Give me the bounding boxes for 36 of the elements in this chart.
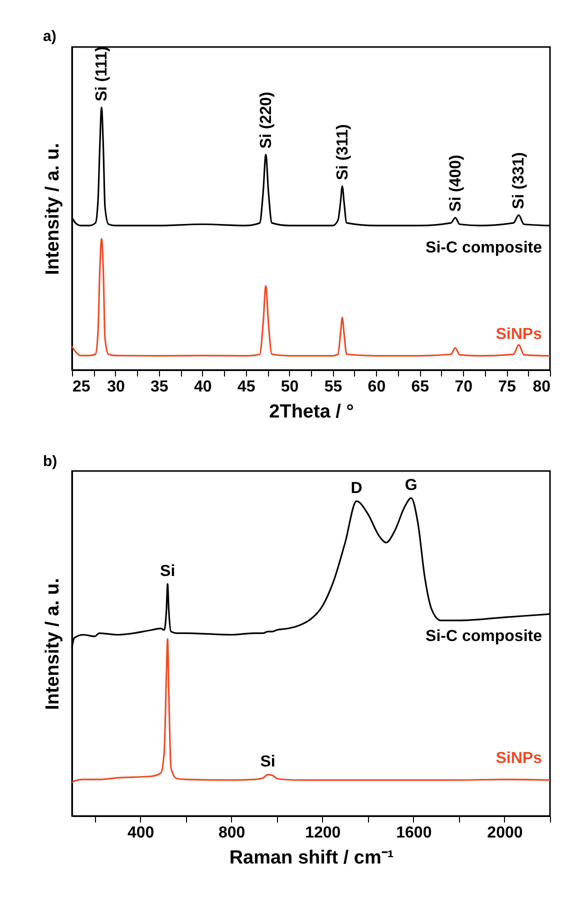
x-tick-label: 55: [324, 378, 342, 396]
x-tick-label: 70: [454, 378, 473, 396]
x-tick-label: 80: [532, 378, 551, 396]
x-tick-label: 400: [127, 824, 154, 842]
y-axis-title: Intensity / a. u.: [42, 143, 64, 275]
x-axis-title: 2Theta / °: [269, 402, 354, 422]
annotation: Si (111): [94, 46, 111, 102]
x-tick-label: 65: [411, 378, 430, 396]
annotation: Si (311): [334, 124, 352, 180]
x-tick-label: 75: [498, 378, 516, 396]
series-label: SiNPs: [496, 750, 542, 768]
annotation: Si (220): [258, 92, 275, 149]
series-label: Si-C composite: [426, 628, 542, 646]
series-label: Si-C composite: [426, 240, 542, 257]
x-tick-label: 30: [107, 378, 125, 396]
annotation: Si (331): [510, 152, 528, 210]
annotation: Si: [260, 754, 276, 771]
series-label: SiNPs: [496, 326, 542, 343]
chart-title: b): [43, 453, 58, 470]
annotation: Si: [160, 562, 176, 580]
x-tick-label: 45: [237, 378, 256, 396]
x-axis-title: Raman shift / cm⁻¹: [229, 848, 394, 868]
chart-title: a): [43, 28, 56, 46]
y-axis-title: Intensity / a. u.: [42, 578, 64, 710]
annotation: D: [350, 480, 362, 498]
x-tick-label: 40: [194, 378, 212, 396]
x-tick-label: 25: [72, 378, 90, 396]
x-tick-label: 60: [368, 378, 386, 396]
x-tick-label: 800: [218, 824, 246, 842]
x-tick-label: 1200: [305, 824, 341, 842]
x-tick-label: 1600: [396, 824, 432, 842]
x-tick-label: 50: [280, 378, 299, 396]
annotation: Si (400): [447, 154, 464, 212]
annotation: G: [404, 477, 418, 494]
x-tick-label: 2000: [487, 824, 523, 842]
x-tick-label: 35: [150, 378, 168, 396]
